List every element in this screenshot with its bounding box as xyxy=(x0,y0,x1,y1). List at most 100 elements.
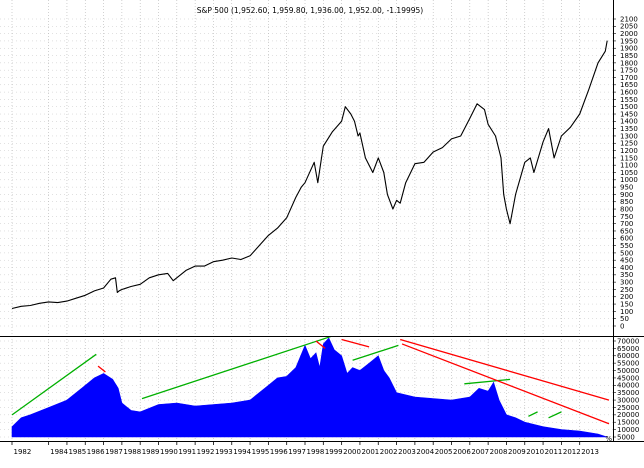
price-y-tick-label: 950 xyxy=(620,184,633,192)
price-y-tick-label: 350 xyxy=(620,271,633,279)
price-y-tick-label: 600 xyxy=(620,235,633,243)
price-y-tick-label: 1000 xyxy=(620,176,638,184)
volume-y-tick-label: 60000 xyxy=(617,352,639,360)
volume-y-tick-label: 55000 xyxy=(617,360,639,368)
x-tick-label: 1985 xyxy=(68,448,86,456)
volume-y-tick-label: 35000 xyxy=(617,389,639,397)
x-tick-label: 2006 xyxy=(453,448,471,456)
volume-y-tick-label: 10000 xyxy=(617,426,639,434)
x-tick-label: 2008 xyxy=(490,448,508,456)
price-y-tick-label: 1600 xyxy=(620,88,638,96)
volume-y-tick-label: 5000 xyxy=(617,433,635,441)
price-y-tick-label: 1700 xyxy=(620,74,638,82)
x-tick-label: 1984 xyxy=(50,448,68,456)
x-tick-label: 2000 xyxy=(343,448,361,456)
price-y-tick-label: 1200 xyxy=(620,147,638,155)
volume-y-axis: 7000065000600005500050000450004000035000… xyxy=(613,337,639,441)
downtrend-line xyxy=(97,365,106,373)
price-y-tick-label: 50 xyxy=(620,315,629,323)
x-tick-label: 1982 xyxy=(14,448,32,456)
x-tick-label: 2005 xyxy=(435,448,453,456)
x-tick-label: 1993 xyxy=(215,448,233,456)
price-y-tick-label: 700 xyxy=(620,220,633,228)
downtrend-line xyxy=(315,340,326,349)
uptrend-line xyxy=(528,411,538,417)
price-y-tick-label: 1050 xyxy=(620,169,638,177)
x-tick-label: 1986 xyxy=(87,448,105,456)
volume-y-tick-label: 25000 xyxy=(617,404,639,412)
price-y-tick-label: 1850 xyxy=(620,52,638,60)
volume-y-tick-label: 50000 xyxy=(617,367,639,375)
downtrend-line xyxy=(341,338,370,348)
price-y-tick-label: 1150 xyxy=(620,154,638,162)
price-y-tick-label: 100 xyxy=(620,308,633,316)
price-y-tick-label: 250 xyxy=(620,286,633,294)
x-tick-label: 2002 xyxy=(380,448,398,456)
x-tick-label: 1994 xyxy=(233,448,251,456)
price-y-tick-label: 300 xyxy=(620,279,633,287)
trendlines xyxy=(11,335,610,425)
x-tick-label: 2013 xyxy=(581,448,599,456)
x-tick-label: 2003 xyxy=(398,448,416,456)
price-y-tick-label: 1800 xyxy=(620,59,638,67)
volume-y-tick-label: 45000 xyxy=(617,374,639,382)
price-y-tick-label: 1550 xyxy=(620,96,638,104)
price-y-tick-label: 200 xyxy=(620,293,633,301)
price-y-tick-label: 650 xyxy=(620,227,633,235)
x-tick-label: 1988 xyxy=(123,448,141,456)
x-tick-label: 1995 xyxy=(252,448,270,456)
price-y-tick-label: 500 xyxy=(620,249,633,257)
uptrend-line xyxy=(11,353,97,416)
price-y-tick-label: 750 xyxy=(620,213,633,221)
corner-label: % xyxy=(605,435,612,443)
price-y-tick-label: 1650 xyxy=(620,81,638,89)
x-tick-label: 1998 xyxy=(307,448,325,456)
volume-y-tick-label: 40000 xyxy=(617,382,639,390)
price-y-tick-label: 850 xyxy=(620,198,633,206)
volume-y-tick-label: 30000 xyxy=(617,396,639,404)
price-y-axis: 0501001502002503003504004505005506006507… xyxy=(613,15,638,330)
downtrend-line xyxy=(401,343,610,425)
x-axis: 1982 1984 1985 1986 1987 1988 1989 1990 1991 1992… xyxy=(11,441,599,456)
price-y-tick-label: 900 xyxy=(620,191,633,199)
price-y-tick-label: 0 xyxy=(620,322,624,330)
chart-title: S&P 500 (1,952.60, 1,959.80, 1,936.00, 1… xyxy=(197,6,424,15)
price-y-tick-label: 150 xyxy=(620,300,633,308)
price-y-tick-label: 800 xyxy=(620,205,633,213)
price-line xyxy=(11,40,608,310)
x-tick-label: 1996 xyxy=(270,448,288,456)
uptrend-line xyxy=(464,378,511,385)
price-y-tick-label: 550 xyxy=(620,242,633,250)
price-series xyxy=(11,40,608,310)
x-tick-label: 2007 xyxy=(471,448,489,456)
x-tick-label: 2001 xyxy=(361,448,379,456)
price-y-tick-label: 1100 xyxy=(620,162,638,170)
price-y-tick-label: 1900 xyxy=(620,45,638,53)
x-tick-label: 1989 xyxy=(142,448,160,456)
x-tick-label: 1992 xyxy=(197,448,215,456)
x-tick-label: 1990 xyxy=(160,448,178,456)
volume-y-tick-label: 20000 xyxy=(617,411,639,419)
x-tick-label: 2010 xyxy=(526,448,544,456)
price-y-tick-label: 2000 xyxy=(620,30,638,38)
x-tick-label: 2004 xyxy=(416,448,434,456)
price-y-tick-label: 2100 xyxy=(620,15,638,23)
price-y-tick-label: 1750 xyxy=(620,67,638,75)
x-tick-label: 1991 xyxy=(178,448,196,456)
uptrend-line xyxy=(352,344,399,361)
volume-area xyxy=(11,337,608,438)
downtrend-line xyxy=(400,338,610,401)
x-tick-label: 1987 xyxy=(105,448,123,456)
volume-y-tick-label: 15000 xyxy=(617,419,639,427)
price-y-tick-label: 1450 xyxy=(620,110,638,118)
uptrend-line xyxy=(548,411,562,419)
price-y-tick-label: 1300 xyxy=(620,132,638,140)
x-tick-label: 2009 xyxy=(508,448,526,456)
price-y-tick-label: 2050 xyxy=(620,23,638,31)
price-y-tick-label: 1500 xyxy=(620,103,638,111)
price-y-tick-label: 1950 xyxy=(620,37,638,45)
volume-y-tick-label: 65000 xyxy=(617,345,639,353)
price-horizontal-grid xyxy=(0,18,613,327)
price-y-tick-label: 1400 xyxy=(620,118,638,126)
